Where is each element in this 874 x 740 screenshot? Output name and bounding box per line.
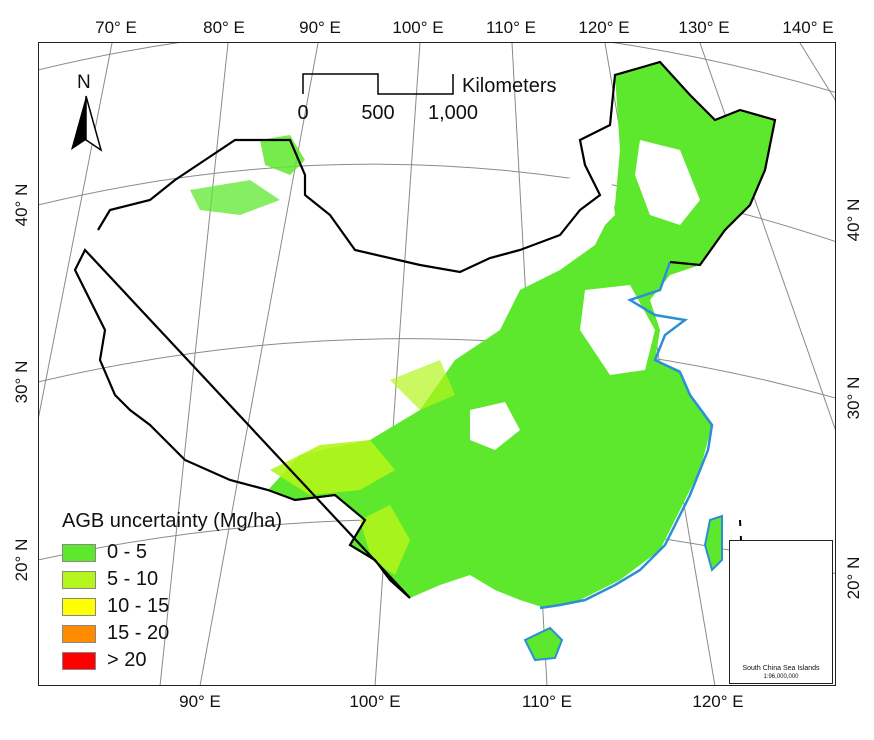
legend-label: 5 - 10 bbox=[107, 568, 159, 590]
legend-label: > 20 bbox=[107, 649, 147, 671]
agb-uncertainty-layer bbox=[190, 62, 775, 660]
longitude-130-line bbox=[699, 43, 835, 431]
bottom-tick-100e: 100° E bbox=[349, 692, 401, 711]
legend-label: 15 - 20 bbox=[107, 622, 170, 644]
taiwan-coast bbox=[703, 514, 723, 572]
legend-title: AGB uncertainty (Mg/ha) bbox=[62, 510, 283, 532]
legend-swatch bbox=[62, 544, 96, 562]
vegetation-tianshan-patch bbox=[190, 180, 280, 215]
non-forest-north-china-plain bbox=[580, 285, 655, 375]
right-tick-30n: 30° N bbox=[844, 376, 863, 420]
vegetation-5-10-qinghai bbox=[390, 360, 455, 410]
longitude-80-line bbox=[159, 43, 229, 685]
top-tick-120e: 120° E bbox=[578, 18, 630, 37]
top-tick-110e: 110° E bbox=[486, 18, 536, 37]
top-tick-140e: 140° E bbox=[782, 18, 834, 37]
right-tick-40n: 40° N bbox=[844, 198, 863, 242]
bottom-tick-90e: 90° E bbox=[179, 692, 221, 711]
longitude-70-line bbox=[39, 43, 113, 418]
bottom-tick-120e: 120° E bbox=[692, 692, 744, 711]
legend-swatch bbox=[62, 652, 96, 670]
legend-swatch bbox=[62, 598, 96, 616]
longitude-100-line bbox=[374, 43, 421, 685]
inset-scale: 1:96,000,000 bbox=[763, 674, 799, 680]
scale-label-500: 500 bbox=[361, 102, 395, 124]
scale-label-1000: 1,000 bbox=[427, 102, 479, 124]
scale-unit: Kilometers bbox=[462, 75, 557, 97]
hainan-coast bbox=[523, 626, 564, 662]
top-tick-80e: 80° E bbox=[203, 18, 245, 37]
latitude-50-line bbox=[39, 43, 835, 93]
legend-swatch bbox=[62, 625, 96, 643]
right-tick-20n: 20° N bbox=[844, 556, 863, 600]
latitude-30-line bbox=[39, 338, 835, 399]
left-tick-30n: 30° N bbox=[12, 360, 31, 404]
north-arrow-icon bbox=[71, 95, 103, 152]
coastline bbox=[539, 261, 714, 610]
longitude-140-line bbox=[799, 43, 835, 101]
vegetation-xinjiang-patch bbox=[260, 135, 305, 175]
legend-label: 0 - 5 bbox=[107, 541, 148, 563]
bottom-tick-110e: 110° E bbox=[522, 692, 572, 711]
left-tick-40n: 40° N bbox=[12, 183, 31, 227]
scale-label-0: 0 bbox=[297, 102, 309, 124]
inset-title: South China Sea Islands bbox=[742, 665, 820, 672]
north-arrow-label: N bbox=[77, 72, 91, 93]
scale-bar bbox=[302, 73, 454, 95]
top-tick-100e: 100° E bbox=[392, 18, 444, 37]
legend-label: 10 - 15 bbox=[107, 595, 170, 617]
left-tick-20n: 20° N bbox=[12, 538, 31, 582]
non-forest-sichuan-basin bbox=[470, 402, 520, 450]
south-china-sea-inset: South China Sea Islands 1:96,000,000 bbox=[729, 540, 833, 684]
non-forest-inner-mongolia bbox=[540, 170, 615, 250]
top-tick-90e: 90° E bbox=[299, 18, 341, 37]
legend-swatch bbox=[62, 571, 96, 589]
top-tick-70e: 70° E bbox=[95, 18, 137, 37]
national-border bbox=[73, 60, 777, 599]
top-tick-130e: 130° E bbox=[678, 18, 730, 37]
non-forest-northeast-plain bbox=[635, 140, 700, 225]
